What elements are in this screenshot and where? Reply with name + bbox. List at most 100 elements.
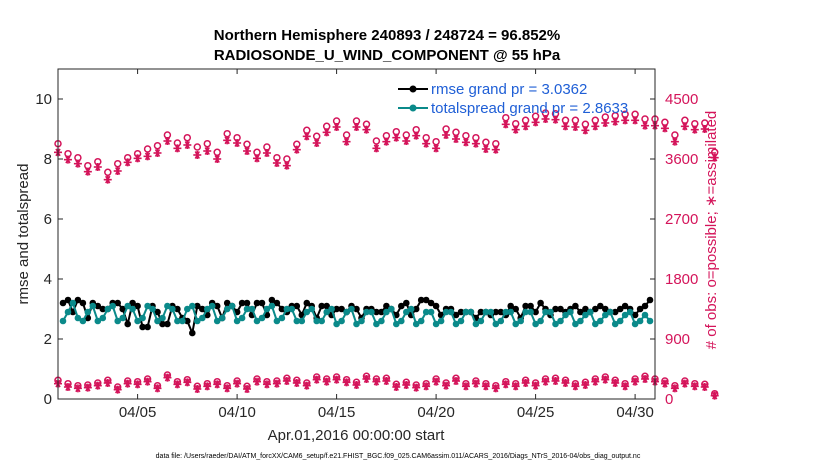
spread-point — [233, 317, 241, 325]
spread-point — [124, 302, 131, 310]
spread-point — [602, 311, 609, 319]
obs_assimilated-marker — [531, 118, 540, 127]
obs_low_assimilated-marker — [253, 377, 261, 386]
obs_assimilated-marker — [541, 115, 550, 123]
y-tick-label: 0 — [44, 391, 52, 408]
rmse-point — [457, 308, 465, 316]
rmse-point — [273, 299, 281, 307]
obs_possible-marker — [153, 141, 162, 150]
rmse-point — [432, 302, 440, 310]
obs_assimilated-marker — [123, 158, 132, 167]
spread-point — [542, 308, 549, 316]
obs_assimilated-marker — [113, 167, 122, 175]
obs_possible-marker — [462, 131, 470, 140]
rmse-point — [507, 302, 514, 310]
x-axis-label: Apr.01,2016 00:00:00 start — [268, 427, 446, 444]
spread-point — [79, 317, 87, 325]
obs_assimilated-marker — [412, 131, 421, 140]
obs_low_assimilated-marker — [581, 381, 590, 389]
obs_assimilated-marker — [551, 115, 560, 124]
spread-point — [288, 305, 296, 313]
obs_assimilated-marker — [322, 128, 331, 137]
obs_possible-marker — [283, 155, 291, 163]
obs_low_assimilated-marker — [392, 383, 401, 391]
spread-point — [59, 317, 67, 325]
obs_low_assimilated-marker — [531, 381, 540, 390]
spread-point — [358, 317, 365, 325]
y-tick-label: 8 — [44, 151, 52, 168]
obs_assimilated-marker — [442, 131, 451, 139]
spread-point — [403, 308, 410, 316]
obs_assimilated-marker — [282, 161, 291, 170]
spread-point — [537, 317, 544, 325]
spread-point — [626, 308, 634, 316]
obs_low_assimilated-marker — [372, 377, 381, 386]
obs_low_assimilated-marker — [63, 383, 72, 391]
obs_possible-marker — [671, 131, 679, 139]
spread-point — [109, 302, 116, 310]
axis-ticks: 0 2 4 6 8 10 0 900 1800 2700 3600 4500 04/05 04/10 04/… — [35, 69, 698, 421]
spread-point — [597, 317, 604, 325]
plot-area — [54, 109, 719, 400]
obs_assimilated-marker — [670, 137, 679, 146]
spread-point — [522, 308, 529, 316]
spread-point — [303, 308, 311, 316]
obs_low_assimilated-marker — [93, 381, 102, 390]
spread-point — [293, 317, 301, 325]
obs_low_assimilated-marker — [432, 377, 441, 386]
spread-point — [363, 308, 370, 316]
spread-point — [114, 317, 121, 325]
spread-point — [378, 317, 385, 325]
rmse-point — [268, 296, 276, 304]
obs_assimilated-marker — [521, 122, 530, 131]
obs_low_assimilated-marker — [352, 381, 361, 389]
obs_assimilated-marker — [511, 125, 520, 134]
spread-point — [313, 317, 321, 325]
obs_assimilated-marker — [481, 145, 490, 153]
spread-point — [552, 320, 559, 328]
footer-data-file: data file: /Users/raeder/DAI/ATM_forcXX/… — [156, 453, 641, 460]
obs_assimilated-marker — [342, 137, 351, 146]
obs_low_assimilated-marker — [660, 379, 669, 388]
obs_assimilated-marker — [173, 144, 182, 153]
rmse-point — [303, 299, 311, 307]
x-tick-label: 04/25 — [517, 404, 555, 421]
obs_assimilated-marker — [133, 154, 142, 163]
y-tick-label: 4 — [44, 271, 52, 288]
obs_low_assimilated-marker — [442, 381, 451, 390]
spread-point — [606, 308, 614, 316]
spread-point — [228, 302, 236, 310]
rmse-point — [64, 296, 72, 304]
spread-point — [592, 320, 599, 328]
y-tick-label: 6 — [44, 211, 52, 228]
spread-point — [457, 317, 465, 325]
obs_low_assimilated-marker — [541, 377, 550, 386]
rmse-point — [134, 302, 141, 310]
obs_low_assimilated-marker — [243, 385, 252, 393]
legend-label-rmse: rmse grand pr = 3.0362 — [431, 81, 587, 98]
rmse-point — [621, 302, 629, 310]
spread-point — [393, 320, 400, 328]
spread-point — [179, 317, 186, 325]
rmse-point — [552, 305, 559, 313]
obs_low_assimilated-marker — [233, 379, 242, 388]
obs_low_assimilated-marker — [262, 380, 271, 389]
obs_assimilated-marker — [213, 155, 222, 163]
obs_assimilated-marker — [571, 123, 580, 131]
spread-point — [149, 305, 156, 313]
spread-point — [417, 317, 425, 325]
obs_low_assimilated-marker — [123, 379, 132, 388]
obs_low_assimilated-marker — [143, 377, 152, 386]
y-right-tick-label: 900 — [665, 331, 690, 348]
spread-point — [398, 317, 405, 325]
obs_low_assimilated-marker — [103, 379, 112, 387]
obs_low_assimilated-marker — [422, 382, 431, 391]
spread-point — [253, 317, 261, 325]
rmse-point — [114, 299, 121, 307]
obs_assimilated-marker — [561, 122, 570, 131]
obs_assimilated-marker — [710, 153, 719, 162]
spread-point — [557, 317, 564, 325]
rmse-point — [497, 308, 505, 316]
spread-point — [452, 320, 460, 328]
spread-point — [74, 314, 82, 322]
